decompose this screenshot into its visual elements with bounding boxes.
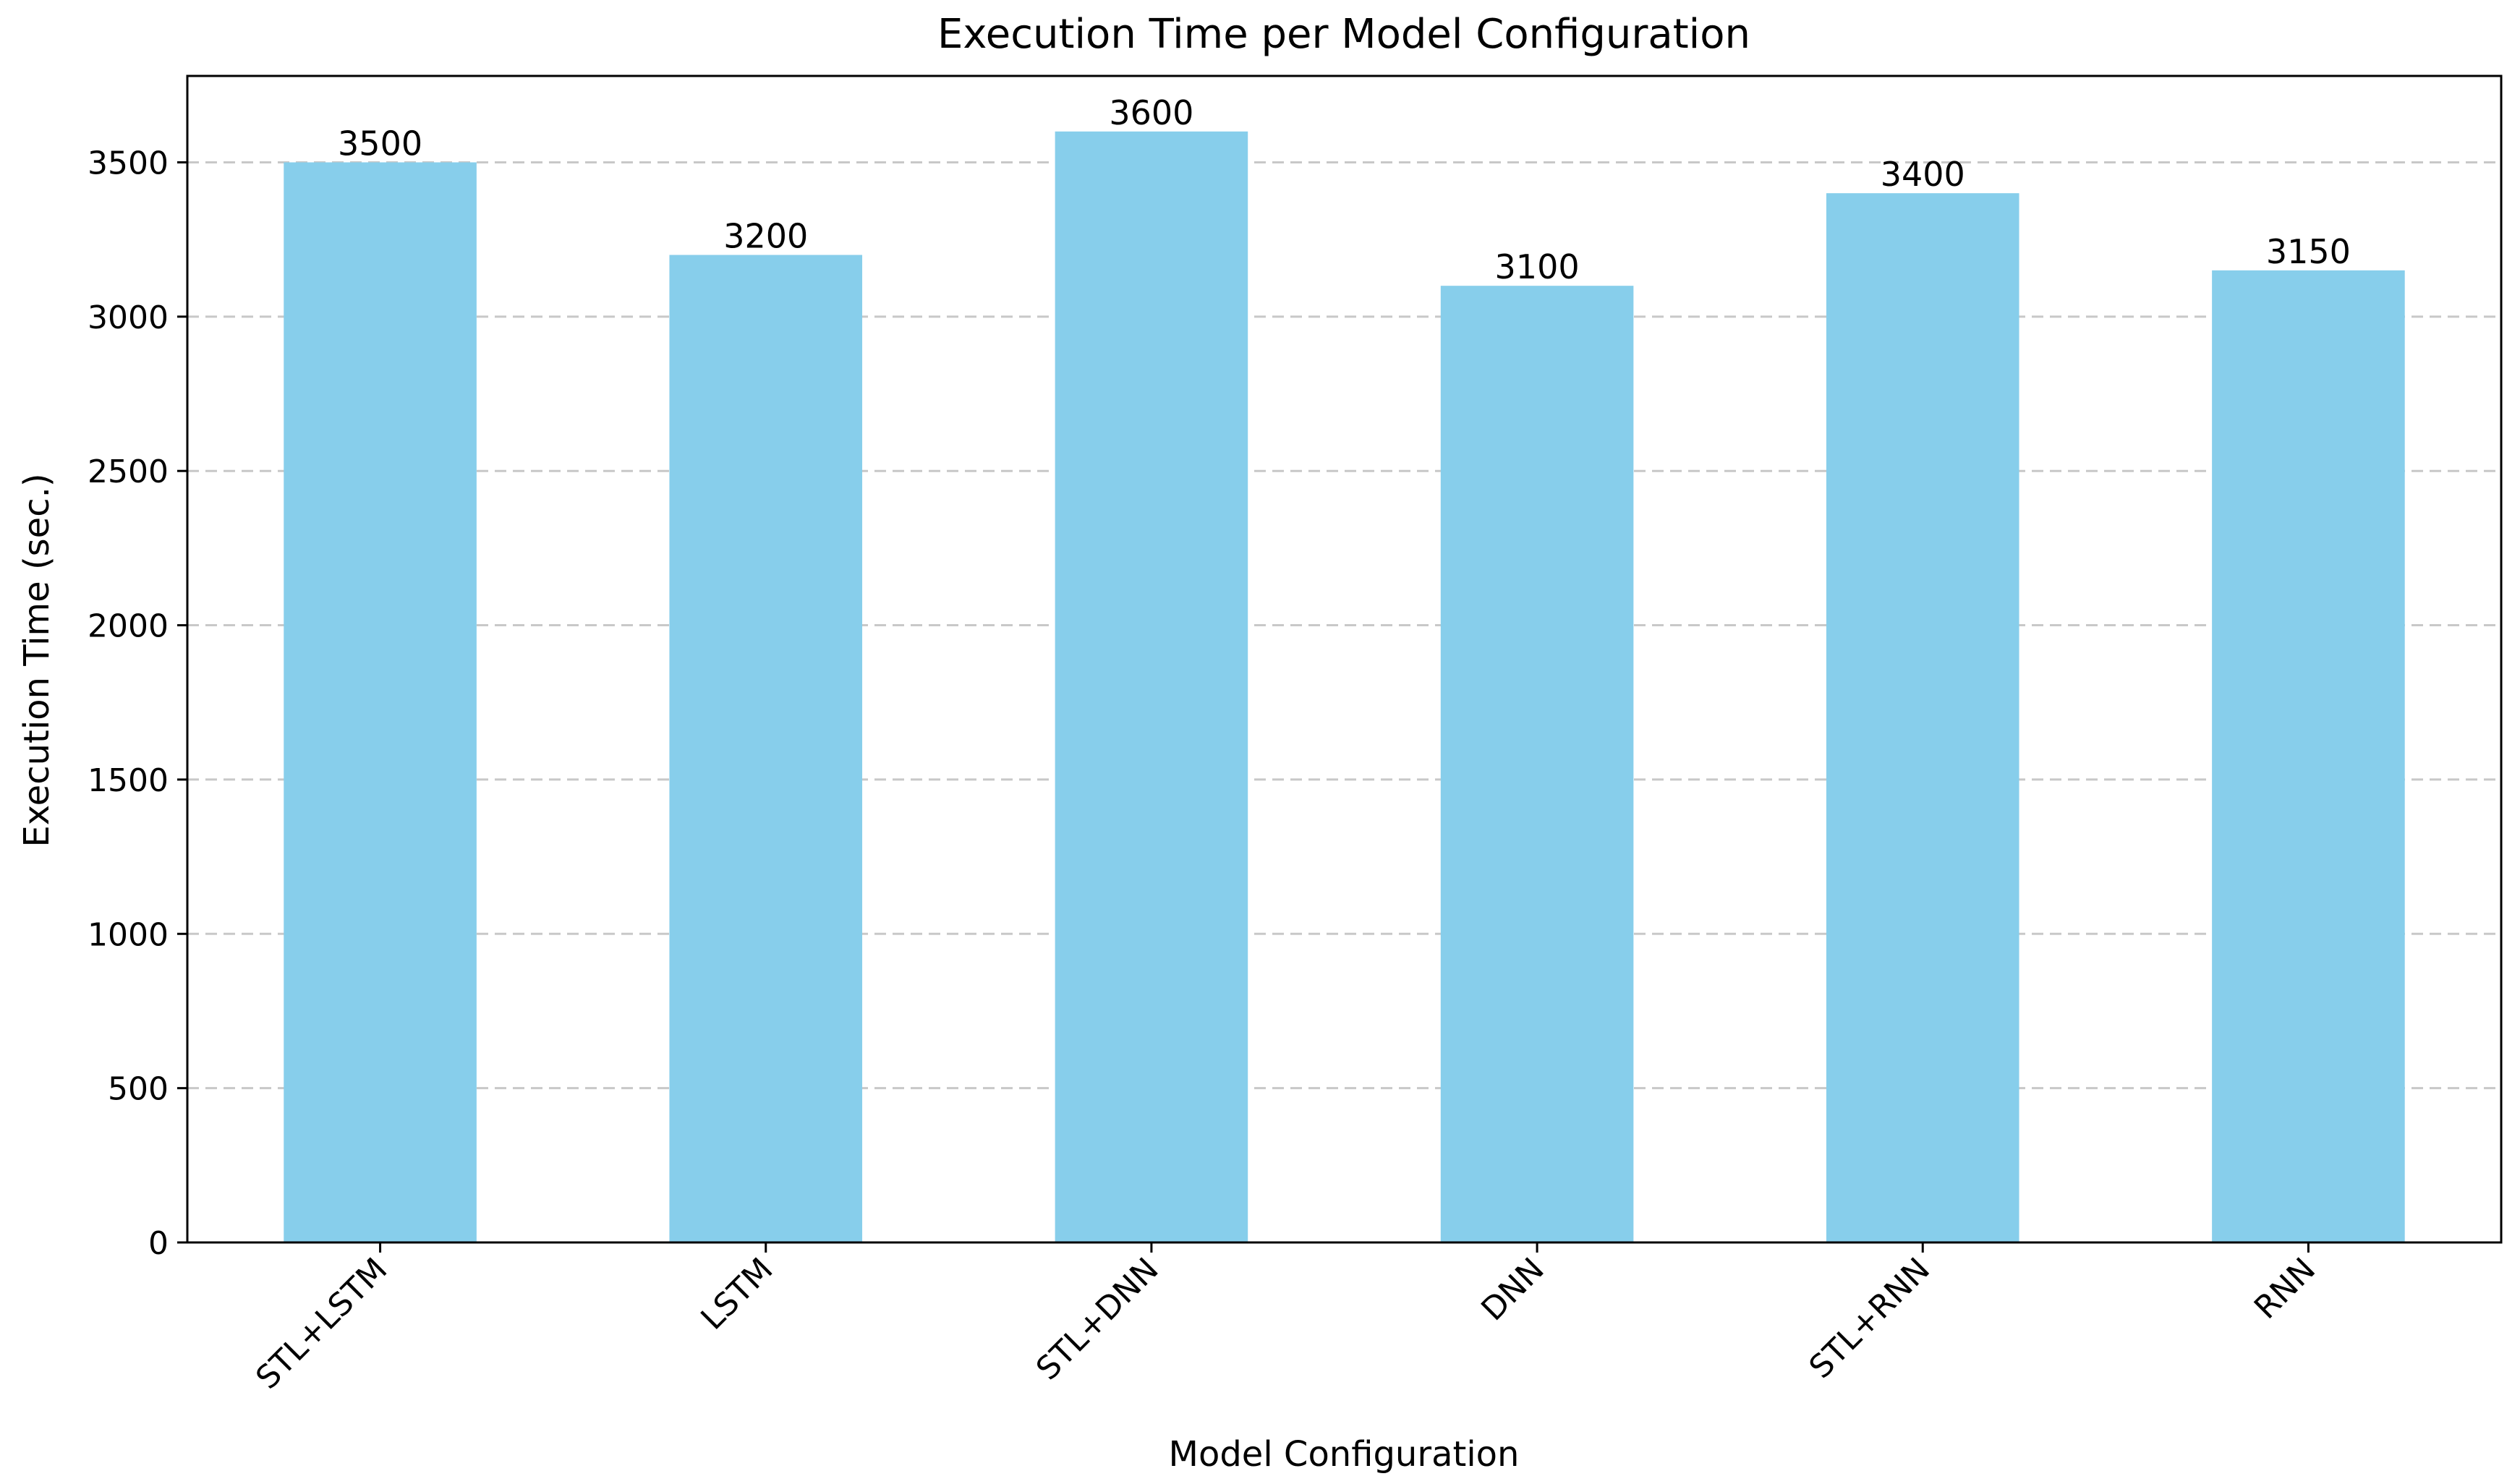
y-tick-label: 2500 <box>88 453 169 490</box>
y-tick-label: 0 <box>148 1225 169 1262</box>
x-ticks: STL+LSTM LSTM STL+DNN DNN STL+RNN RNN <box>249 1242 2323 1396</box>
axes <box>186 74 2503 1244</box>
y-tick-label: 500 <box>108 1071 169 1108</box>
y-tick-label: 2000 <box>88 608 169 645</box>
y-ticks: 0 500 1000 1500 2000 2500 3000 3500 <box>88 145 187 1262</box>
x-tick-label: STL+RNN <box>1802 1251 1937 1386</box>
bar-value-label: 3200 <box>723 216 808 255</box>
bar-value-label: 3600 <box>1109 93 1193 132</box>
bar <box>284 162 477 1243</box>
x-tick-label: DNN <box>1474 1251 1551 1329</box>
x-tick-label: STL+LSTM <box>249 1251 394 1396</box>
x-axis-label: Model Configuration <box>1169 1434 1520 1475</box>
y-tick-label: 3500 <box>88 145 169 182</box>
bar <box>1055 131 1248 1242</box>
plot-frame <box>186 74 2503 1244</box>
bar <box>1440 286 1634 1242</box>
gridlines <box>187 161 2501 1090</box>
bar-value-label: 3150 <box>2266 232 2351 271</box>
x-tick-label: RNN <box>2247 1251 2323 1326</box>
bar-value-label: 3400 <box>1881 155 1965 194</box>
bar-value-label: 3100 <box>1495 247 1580 286</box>
bar <box>2212 270 2405 1242</box>
data-labels: 3500 3200 3600 3100 3400 3150 <box>338 93 2351 286</box>
bar <box>1826 193 2019 1242</box>
bar <box>669 255 863 1243</box>
chart-title: Execution Time per Model Configuration <box>937 11 1750 58</box>
x-tick-label: LSTM <box>694 1251 780 1337</box>
x-tick-label: STL+DNN <box>1029 1251 1166 1388</box>
bars <box>284 131 2405 1243</box>
bar-value-label: 3500 <box>338 124 422 163</box>
y-axis-label: Execution Time (sec.) <box>17 473 57 847</box>
y-tick-label: 1500 <box>88 762 169 799</box>
y-tick-label: 1000 <box>88 916 169 953</box>
y-tick-label: 3000 <box>88 299 169 336</box>
